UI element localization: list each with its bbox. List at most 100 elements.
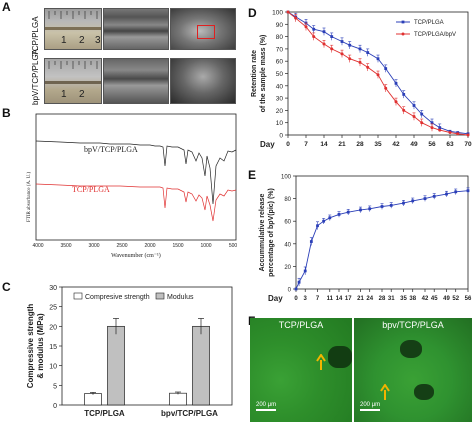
data-point	[322, 30, 326, 34]
xtick-label: 0	[286, 141, 290, 148]
c-ytick-label: 30	[49, 285, 57, 292]
xtick-label: 49	[443, 296, 450, 302]
data-point	[330, 35, 334, 38]
sem-photo-2a	[103, 58, 169, 104]
ftir-ylabel: FTIR absorbance (A. U.)	[27, 172, 32, 222]
ytick-label: 0	[288, 288, 292, 294]
data-point	[337, 213, 341, 216]
ytick-label: 40	[276, 83, 284, 90]
xtick-label: 56	[428, 141, 436, 148]
ylabel: Retention rate of the sample mass (%)	[251, 35, 267, 113]
data-point	[376, 73, 380, 77]
data-point	[340, 52, 344, 56]
xtick-label: 17	[345, 296, 352, 302]
xtick-label: 42	[422, 296, 429, 302]
c-bar	[192, 325, 210, 406]
data-point	[359, 208, 362, 212]
data-point	[402, 93, 406, 96]
data-point	[411, 199, 415, 203]
c-bar	[107, 325, 125, 406]
xtick-label: 42	[392, 141, 400, 148]
xlabel: Day	[268, 294, 283, 303]
xtick-label: 21	[338, 141, 346, 148]
data-point	[394, 81, 398, 85]
panel-b: B bpV/TCP/PLGA TCP/PLGA FTIR absorbance …	[0, 106, 240, 276]
data-point	[423, 197, 427, 200]
data-point	[412, 104, 416, 107]
xtick-label: 14	[320, 141, 328, 148]
xtick-label: 38	[409, 296, 416, 302]
data-point	[294, 16, 298, 20]
ftir-chart: bpV/TCP/PLGA TCP/PLGA FTIR absorbance (A…	[27, 113, 237, 259]
c-ytick-label: 10	[49, 364, 57, 371]
ftir-xtick: 500	[229, 243, 238, 249]
xtick-label: 28	[356, 141, 364, 148]
data-point	[384, 67, 388, 70]
ruler-digit: 1	[61, 35, 67, 46]
data-point	[402, 201, 405, 205]
sem-photo-1b	[170, 8, 236, 50]
data-point	[438, 128, 442, 132]
scale-text: 200 μm	[256, 402, 277, 408]
legend-label: TCP/PLGA/bpV	[414, 32, 456, 38]
panel-e: E 0 20 40 60 80 100 0 3 7 11 14 17 21 24 28 31 35 38 42 45 4…	[246, 162, 474, 310]
xtick-label: 7	[316, 296, 320, 302]
panel-label-a: A	[2, 0, 11, 14]
ftir-xlabel: Wavenumber (cm⁻¹)	[111, 252, 161, 259]
c-ytick-label: 25	[49, 305, 57, 312]
row-label-bpv-tcp-plga: bpV/TCP/PLGA	[31, 48, 40, 105]
legend-marker	[401, 20, 405, 24]
panel-c: C 0 5 10 15 20 25 30 Compressive strength& modu…	[0, 277, 240, 425]
data-point	[430, 121, 434, 125]
fluorescence-image-bpv-tcp-plga: bpv/TCP/PLGA 200 μm	[354, 318, 472, 422]
xtick-label: 0	[294, 296, 298, 302]
ftir-xticks: 4000 3500 3000 2500 2000 1500 1000 500	[32, 243, 237, 249]
c-legend-swatch	[73, 292, 83, 300]
data-point	[402, 108, 406, 112]
c-ylabel: Compressive strength& modulus (MPa)	[26, 304, 45, 389]
xtick-label: 28	[379, 296, 386, 302]
data-point	[322, 219, 326, 223]
panel-label-e: E	[248, 168, 257, 182]
ruler-photo-2: 1 2	[44, 58, 102, 104]
xtick-label: 49	[410, 141, 418, 148]
ytick-label: 60	[284, 220, 291, 226]
ytick-label: 20	[284, 265, 291, 271]
ruler-digit: 2	[79, 35, 85, 46]
ftir-xtick: 3000	[88, 243, 99, 249]
data-point	[348, 57, 352, 61]
highlight-box	[197, 25, 215, 39]
data-point	[322, 42, 326, 46]
arrow-icon	[380, 384, 390, 400]
ytick-label: 0	[279, 133, 283, 140]
legend-marker	[401, 32, 405, 36]
c-bar	[84, 393, 102, 406]
compressive-chart: 0 5 10 15 20 25 30 Compressive strength& modulu…	[26, 285, 233, 418]
xtick-label: 35	[374, 141, 382, 148]
data-point	[432, 194, 436, 198]
ytick-label: 30	[276, 96, 284, 103]
ytick-label: 80	[284, 197, 291, 203]
ytick-label: 90	[276, 22, 284, 29]
c-legend-label: Compresive strength	[85, 294, 150, 301]
ftir-xtick: 3500	[60, 243, 71, 249]
series-line	[295, 190, 469, 290]
data-point	[286, 10, 290, 14]
data-point	[312, 35, 316, 39]
ftir-xtick: 1000	[200, 243, 211, 249]
xtick-label: 14	[336, 296, 343, 302]
xtick-label: 3	[304, 296, 308, 302]
ftir-line-bpv	[35, 140, 237, 205]
c-bar	[169, 392, 187, 406]
xtick-label: 24	[366, 296, 373, 302]
panel-label-b: B	[2, 106, 11, 120]
fluorescence-image-tcp-plga: TCP/PLGA 200 μm	[250, 318, 352, 422]
data-point	[328, 216, 332, 220]
panel-f: F TCP/PLGA 200 μm bpv/TCP/PLGA 200 μm	[246, 312, 474, 425]
c-ytick-label: 15	[49, 344, 57, 351]
data-point	[445, 192, 448, 196]
xtick-label: 35	[400, 296, 407, 302]
ftir-xtick: 2500	[116, 243, 127, 249]
fluo-title-right: bpv/TCP/PLGA	[382, 320, 444, 330]
data-point	[430, 126, 434, 130]
